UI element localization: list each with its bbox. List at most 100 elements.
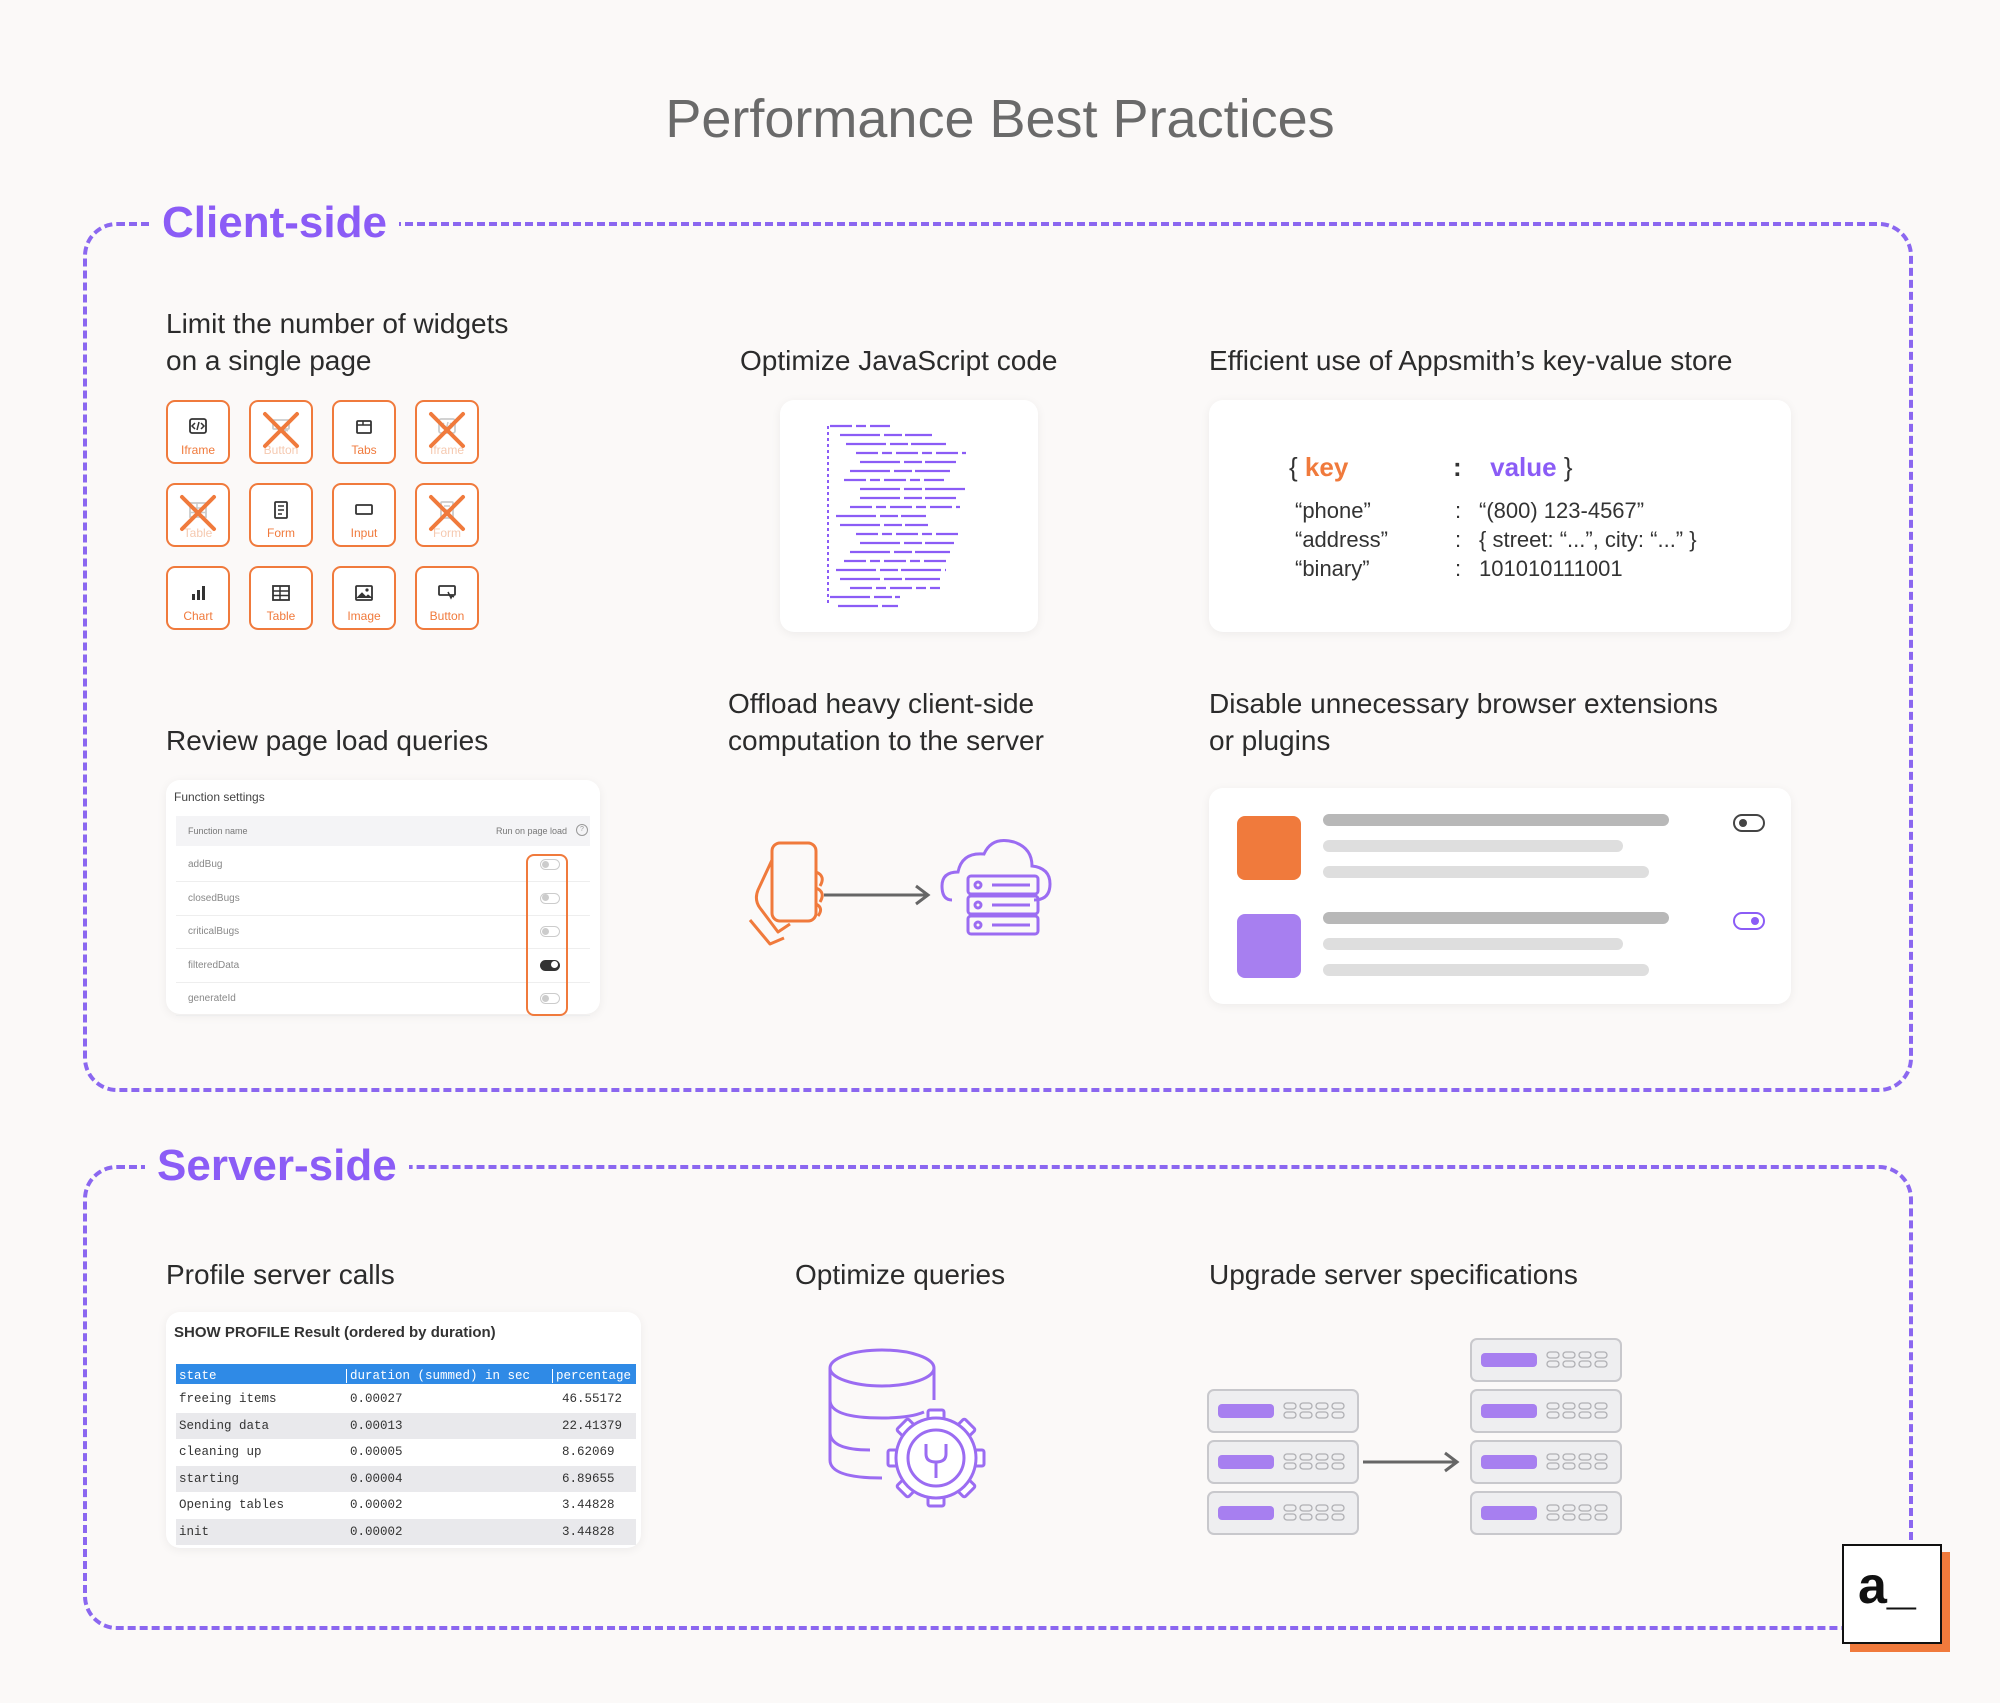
js-heading: Optimize JavaScript code (740, 345, 1058, 376)
phone-to-cloud-illustration (748, 839, 1052, 946)
widget-label: Tabs (351, 443, 377, 457)
profile-percentage: 3.44828 (562, 1524, 615, 1539)
function-row: closedBugs (176, 882, 590, 916)
profile-percentage: 6.89655 (562, 1471, 615, 1486)
logo-text: a_ (1858, 1557, 1916, 1615)
widget-table: Table (249, 566, 313, 630)
function-row: criticalBugs (176, 915, 590, 949)
kv-close-brace: } (1563, 452, 1573, 482)
run-on-page-load-toggle[interactable] (540, 892, 560, 904)
widget-label: Image (347, 609, 381, 623)
kv-separator: : (1453, 452, 1462, 482)
function-row: generateId (176, 982, 590, 1016)
widget-iframe: Iframe (166, 400, 230, 464)
profile-result-card: SHOW PROFILE Result (ordered by duration… (166, 1312, 641, 1548)
function-name: criticalBugs (188, 926, 240, 937)
widget-chart: Chart (166, 566, 230, 630)
profile-row: starting 0.00004 6.89655 (176, 1465, 636, 1492)
profile-row: cleaning up 0.00005 8.62069 (176, 1439, 636, 1465)
profile-duration: 0.00027 (350, 1392, 403, 1406)
extension-text-placeholder (1323, 866, 1649, 878)
server-upgrade-illustration (1207, 1338, 1622, 1535)
profile-table-header: state duration (summed) in sec percentag… (176, 1364, 636, 1384)
widget-label: Button (263, 443, 299, 457)
arrow-icon (824, 884, 931, 906)
profile-percentage: 8.62069 (562, 1445, 615, 1459)
widget-button-removed: Button (249, 400, 313, 464)
arrow-icon (1363, 1451, 1460, 1473)
extension-title-placeholder (1323, 912, 1669, 924)
profile-row: init 0.00002 3.44828 (176, 1518, 636, 1545)
input-icon (355, 504, 373, 515)
kv-key: “binary” (1295, 556, 1370, 581)
extension-toggle[interactable] (1733, 912, 1765, 930)
kv-key: “phone” (1295, 498, 1371, 523)
profile-duration: 0.00004 (350, 1471, 403, 1486)
cross-icon (429, 495, 465, 531)
page-title: Performance Best Practices (665, 89, 1335, 149)
kv-heading: Efficient use of Appsmith’s key-value st… (1209, 345, 1733, 376)
function-settings-card: Function settings Function name Run on p… (166, 780, 600, 1016)
widget-label: Iframe (429, 443, 464, 457)
widget-image: Image (332, 566, 396, 630)
extensions-heading: Disable unnecessary browser extensions o… (1209, 688, 1718, 756)
extension-logo (1237, 816, 1301, 880)
run-on-page-load-toggle[interactable] (540, 993, 560, 1004)
widget-input: Input (332, 483, 396, 547)
queries-heading: Review page load queries (166, 725, 489, 756)
optimize-heading: Optimize queries (795, 1259, 1006, 1290)
kv-value: 101010111001 (1479, 556, 1623, 581)
profile-percentage: 46.55172 (562, 1392, 623, 1406)
extension-toggle[interactable] (1733, 814, 1765, 832)
server-unit-before (1207, 1389, 1359, 1433)
extensions-card (1209, 788, 1791, 1004)
tabs-icon (356, 420, 372, 434)
widget-table-removed: Table (166, 483, 230, 547)
extension-text-placeholder (1323, 840, 1623, 852)
widget-label: Table (266, 609, 296, 623)
profile-state: Opening tables (179, 1498, 285, 1512)
profile-percentage: 22.41379 (562, 1418, 623, 1433)
cross-icon (429, 412, 465, 448)
form-icon (274, 501, 288, 519)
kv-row-separator: : (1455, 556, 1462, 581)
profile-row: freeing items 0.00027 46.55172 (176, 1386, 636, 1412)
run-on-page-load-toggle[interactable] (540, 926, 560, 937)
widget-button: Button (415, 566, 479, 630)
widget-label: Form (267, 526, 295, 540)
server-unit-after (1470, 1338, 1622, 1382)
profile-duration: 0.00002 (350, 1498, 403, 1512)
server-unit-after (1470, 1389, 1622, 1433)
extension-item (1237, 814, 1765, 884)
kv-row-separator: : (1455, 527, 1462, 552)
code-icon (189, 418, 207, 434)
run-on-page-load-toggle[interactable] (540, 859, 560, 870)
profile-row: Sending data 0.00013 22.41379 (176, 1412, 636, 1439)
kv-key-label: key (1304, 452, 1349, 482)
offload-heading: Offload heavy client-side computation to… (728, 688, 1044, 756)
widget-iframe-removed: Iframe (415, 400, 479, 464)
run-on-page-load-toggle[interactable] (540, 959, 560, 971)
kv-value: “(800) 123-4567” (1479, 498, 1645, 523)
profile-percentage: 3.44828 (562, 1498, 615, 1512)
client-side-section (83, 222, 1913, 1092)
toggle-column-highlight (526, 854, 568, 1016)
function-name: generateId (188, 993, 236, 1004)
table-icon (272, 585, 290, 601)
function-name: closedBugs (188, 892, 240, 904)
server-side-section (83, 1165, 1913, 1630)
widget-label: Table (183, 526, 213, 540)
chart-icon (192, 586, 205, 600)
function-name: addBug (188, 859, 223, 870)
extension-text-placeholder (1323, 938, 1623, 950)
extension-text-placeholder (1323, 964, 1649, 976)
widget-label: Button (429, 609, 465, 623)
extension-title-placeholder (1323, 814, 1669, 826)
col-duration: duration (summed) in sec (346, 1369, 530, 1383)
server-unit-before (1207, 1440, 1359, 1484)
widgets-heading: Limit the number of widgets on a single … (166, 308, 509, 376)
widget-form-removed: Form (415, 483, 479, 547)
kv-row-separator: : (1455, 498, 1462, 523)
kv-key: “address” (1295, 527, 1388, 552)
profile-duration: 0.00013 (350, 1418, 403, 1433)
